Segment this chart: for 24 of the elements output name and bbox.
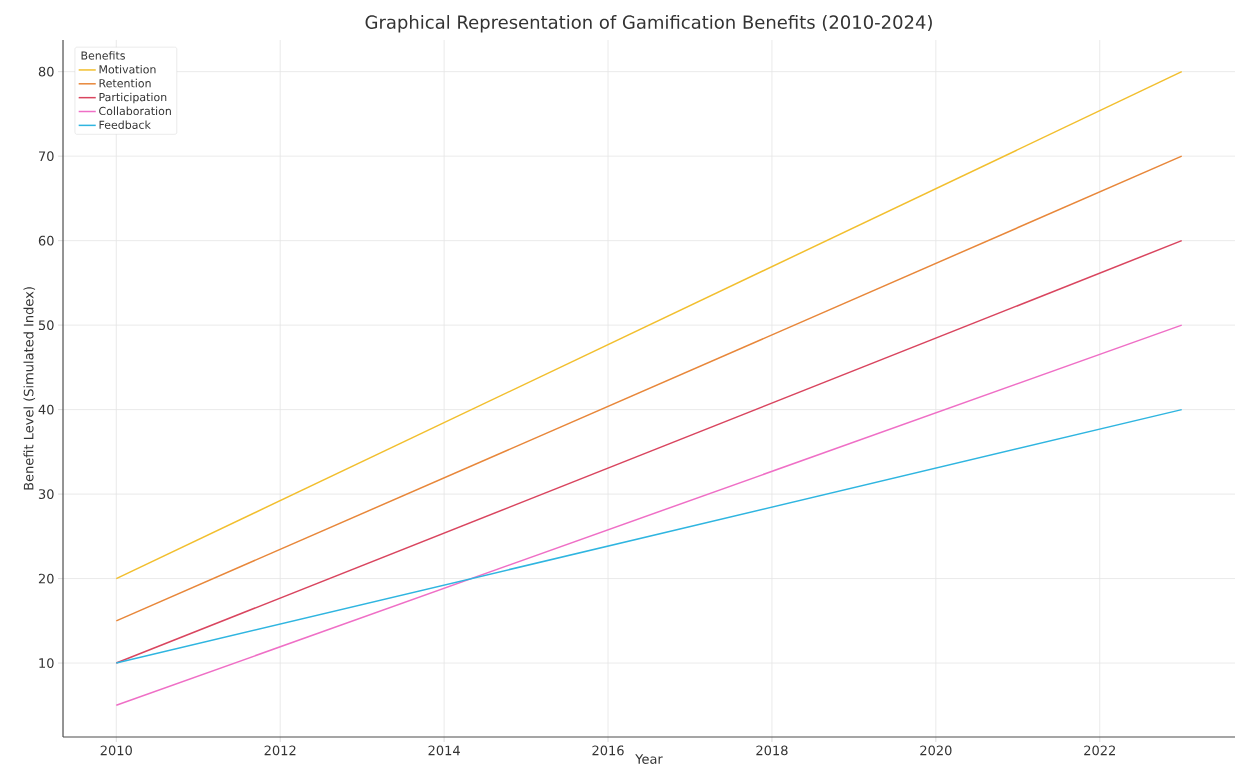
y-tick-label: 20 (38, 573, 54, 584)
y-tick-label: 80 (38, 66, 54, 77)
legend-label: Motivation (99, 65, 156, 74)
legend-label: Feedback (99, 120, 151, 129)
legend-title: Benefits (81, 51, 125, 60)
y-tick-label: 70 (39, 151, 54, 162)
x-tick-label: 2020 (920, 745, 952, 756)
y-tick-label: 30 (38, 489, 54, 500)
y-tick-label: 50 (38, 320, 54, 331)
legend-label: Retention (99, 78, 151, 88)
y-tick-label: 40 (38, 404, 54, 415)
y-axis-title: Benefit Level (Simulated Index) (23, 287, 36, 490)
y-tick-label: 10 (39, 658, 54, 668)
x-tick-label: 2010 (100, 745, 132, 756)
chart-title: Graphical Representation of Gamification Benefits (2010-2024) (365, 15, 932, 33)
legend-label: Participation (99, 92, 167, 104)
legend-label: Collaboration (99, 106, 171, 116)
x-tick-label: 2022 (1084, 745, 1115, 756)
x-tick-label: 2018 (756, 745, 788, 756)
x-tick-label: 2016 (592, 745, 624, 756)
x-tick-label: 2014 (428, 745, 460, 756)
x-tick-label: 2012 (264, 745, 296, 756)
y-tick-label: 60 (38, 235, 54, 246)
x-axis-title: Year (635, 754, 663, 764)
